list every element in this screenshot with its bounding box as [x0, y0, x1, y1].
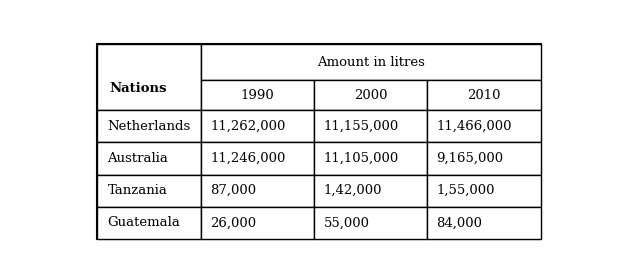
Text: Amount in litres: Amount in litres: [317, 56, 425, 69]
Bar: [314, 175, 427, 207]
Text: Netherlands: Netherlands: [108, 120, 191, 133]
Bar: [314, 80, 427, 110]
Bar: [427, 110, 541, 142]
Text: Nations: Nations: [109, 82, 167, 95]
Text: 11,155,000: 11,155,000: [323, 120, 399, 133]
Text: 11,466,000: 11,466,000: [437, 120, 512, 133]
Text: 2010: 2010: [467, 89, 501, 102]
Bar: [202, 44, 541, 80]
Text: 9,165,000: 9,165,000: [437, 152, 504, 165]
Bar: [314, 110, 427, 142]
Text: 55,000: 55,000: [323, 216, 369, 229]
Bar: [314, 142, 427, 175]
Bar: [97, 44, 202, 110]
Bar: [314, 207, 427, 239]
Text: 26,000: 26,000: [210, 216, 256, 229]
Text: Tanzania: Tanzania: [108, 184, 167, 197]
Text: 1,42,000: 1,42,000: [323, 184, 382, 197]
Bar: [97, 142, 202, 175]
Bar: [97, 175, 202, 207]
Text: 1990: 1990: [241, 89, 275, 102]
Text: 1,55,000: 1,55,000: [437, 184, 495, 197]
Text: Australia: Australia: [108, 152, 169, 165]
Bar: [202, 80, 314, 110]
Bar: [97, 207, 202, 239]
Text: 84,000: 84,000: [437, 216, 483, 229]
Text: 11,246,000: 11,246,000: [210, 152, 285, 165]
Bar: [427, 80, 541, 110]
Text: Guatemala: Guatemala: [108, 216, 180, 229]
Text: 11,105,000: 11,105,000: [323, 152, 399, 165]
Bar: [202, 142, 314, 175]
Bar: [427, 207, 541, 239]
Text: 11,262,000: 11,262,000: [210, 120, 285, 133]
Bar: [427, 175, 541, 207]
Text: 87,000: 87,000: [210, 184, 256, 197]
Bar: [202, 207, 314, 239]
Bar: [202, 175, 314, 207]
Bar: [202, 110, 314, 142]
Bar: [97, 110, 202, 142]
Bar: [427, 142, 541, 175]
Text: 2000: 2000: [354, 89, 388, 102]
